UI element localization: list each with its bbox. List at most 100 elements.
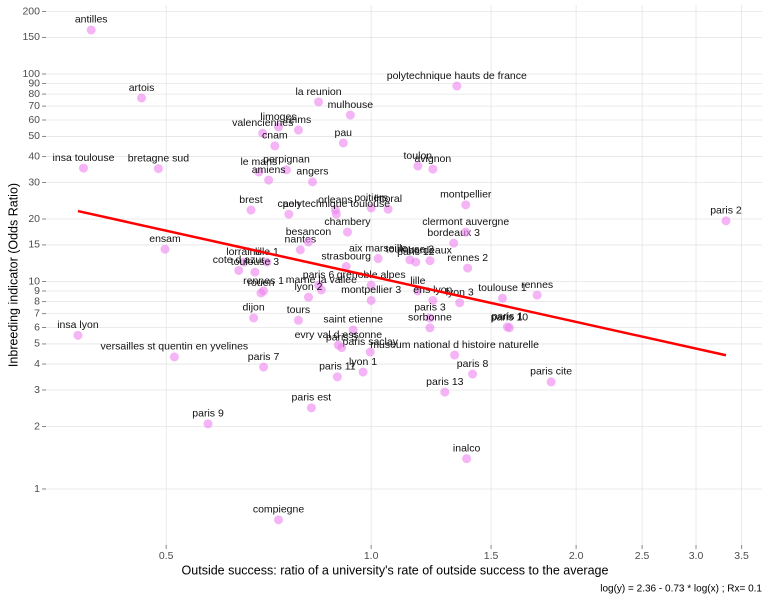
point-label: strasbourg [321, 250, 371, 262]
point-label: littoral [374, 193, 402, 205]
point-label: reims [286, 114, 312, 126]
y-tick-label: 30 [28, 176, 40, 188]
point [274, 122, 284, 132]
point-label: lyon 1 [349, 356, 377, 368]
point-label: avignon [414, 153, 451, 165]
point [258, 128, 268, 138]
point-label: cnam [262, 130, 288, 142]
point [254, 167, 264, 177]
y-tick-label: 15 [28, 239, 40, 251]
point-label: lille [410, 275, 425, 287]
point [153, 164, 163, 174]
point-label: paris 6 [303, 269, 335, 281]
point-label: toulouse 3 [231, 256, 280, 268]
point [293, 315, 303, 325]
y-tick-label: 8 [34, 295, 40, 307]
point [497, 293, 507, 303]
point-label: paris cite [530, 366, 572, 378]
point-label: bordeaux [408, 244, 453, 256]
point-label: paris 1 [492, 311, 524, 323]
point-label: poitiers [354, 192, 388, 204]
y-tick-label: 20 [28, 213, 40, 225]
y-tick-label: 10 [28, 275, 40, 287]
y-axis-title: Inbreeding indicator (Odds Ratio) [6, 183, 20, 367]
y-tick-label: 200 [22, 5, 40, 17]
regression-line [77, 209, 727, 357]
point [78, 163, 88, 173]
point [331, 209, 341, 219]
point [546, 377, 556, 387]
y-tick-label: 9 [34, 285, 40, 297]
point [468, 369, 478, 379]
point [314, 97, 324, 107]
point [86, 25, 96, 35]
point [504, 323, 514, 333]
point [341, 262, 351, 272]
point-label: mulhouse [328, 99, 374, 111]
y-tick-label: 70 [28, 100, 40, 112]
x-tick-label: 0.5 [159, 550, 174, 562]
y-tick-label: 4 [34, 358, 40, 370]
point [306, 403, 316, 413]
y-tick-label: 3 [34, 384, 40, 396]
point [425, 256, 435, 266]
point [281, 165, 291, 175]
point-label: sorbonne [408, 312, 452, 324]
point-label: dijon [243, 302, 265, 314]
point-label: brest [239, 194, 262, 206]
point-label: valenciennes [232, 117, 293, 129]
point-label: lorraine [226, 246, 261, 258]
point [411, 257, 421, 267]
point-label: rennes 2 [447, 252, 488, 264]
point-label: museum national d histoire naturelle [370, 339, 539, 351]
point [303, 292, 313, 302]
y-tick-label: 7 [34, 307, 40, 319]
point [366, 295, 376, 305]
point-label: polytechnique hauts de france [387, 70, 527, 82]
point [348, 325, 358, 335]
point [532, 290, 542, 300]
point [337, 343, 347, 353]
point-label: limoges [260, 111, 296, 123]
x-tick-label: 1.0 [364, 550, 379, 562]
point-label: rennes [521, 279, 553, 291]
y-tick-label: 60 [28, 114, 40, 126]
x-tick-label: 3.0 [689, 550, 704, 562]
point-label: paris 11 [319, 361, 356, 373]
point [203, 419, 213, 429]
point-label: paris 8 [457, 358, 489, 370]
point [169, 352, 179, 362]
point-label: toulouse 1 [478, 282, 527, 294]
point [338, 138, 348, 148]
point-label: inalco [453, 442, 481, 454]
plot-panel [46, 5, 762, 545]
point-label: marne la vallee [286, 274, 357, 286]
point-label: chambery [324, 216, 371, 228]
point [259, 362, 269, 372]
point-label: antilles [75, 14, 108, 26]
y-tick-label: 80 [28, 88, 40, 100]
point [264, 175, 274, 185]
point [160, 244, 170, 254]
caption: log(y) = 2.36 - 0.73 * log(x) ; Rx= 0.1 [600, 584, 762, 595]
y-tick-label: 1 [34, 483, 40, 495]
x-axis-title: Outside success: ratio of a university's… [182, 563, 609, 577]
point [270, 141, 280, 151]
point [316, 285, 326, 295]
point-label: bordeaux 3 [427, 227, 480, 239]
point-label: montpellier 3 [341, 284, 401, 296]
point [274, 515, 284, 525]
point [413, 161, 423, 171]
x-tick-label: 2.5 [635, 550, 650, 562]
point-label: paris 5 [326, 331, 358, 343]
point-label: insa lyon [57, 319, 99, 331]
point [373, 254, 383, 264]
x-tick-label: 2.0 [569, 550, 584, 562]
point-label: paris 9 [192, 408, 224, 420]
point-label: evry val d essonne [295, 329, 383, 341]
point-label: clermont auvergne [422, 216, 509, 228]
point-label: montpellier [440, 189, 492, 201]
y-tick-label: 50 [28, 130, 40, 142]
point-label: polytechnique toulouse [283, 198, 391, 210]
